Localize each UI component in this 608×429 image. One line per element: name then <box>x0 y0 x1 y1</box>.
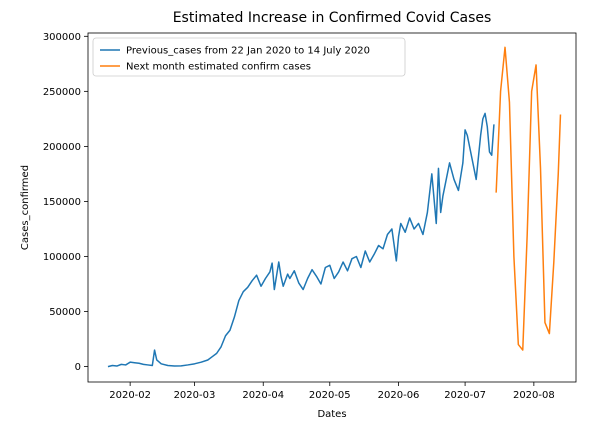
x-tick-label: 2020-04 <box>242 390 284 401</box>
legend-box <box>92 37 406 77</box>
legend: Previous_cases from 22 Jan 2020 to 14 Ju… <box>92 37 406 77</box>
y-axis-label: Cases_confirmed <box>20 165 31 250</box>
series-line-0 <box>107 112 495 368</box>
y-tick-label: 150000 <box>43 197 81 208</box>
legend-entry-1: Next month estimated confirm cases <box>126 62 311 73</box>
x-axis-label: Dates <box>317 409 346 420</box>
series-line-1 <box>495 46 562 351</box>
legend-entry-0: Previous_cases from 22 Jan 2020 to 14 Ju… <box>126 46 370 57</box>
x-tick-label: 2020-03 <box>174 390 216 401</box>
y-tick-label: 100000 <box>43 252 81 263</box>
y-tick-label: 250000 <box>43 87 81 98</box>
y-tick-label: 300000 <box>43 32 81 43</box>
y-tick-label: 200000 <box>43 142 81 153</box>
y-tick-label: 50000 <box>49 307 81 318</box>
y-tick-label: 0 <box>75 362 81 373</box>
x-tick-label: 2020-06 <box>378 390 420 401</box>
chart-title: Estimated Increase in Confirmed Covid Ca… <box>173 10 492 26</box>
x-tick-label: 2020-07 <box>444 390 486 401</box>
x-tick-label: 2020-08 <box>513 390 555 401</box>
x-tick-label: 2020-02 <box>109 390 151 401</box>
plot-frame <box>87 32 577 383</box>
x-tick-label: 2020-05 <box>309 390 351 401</box>
